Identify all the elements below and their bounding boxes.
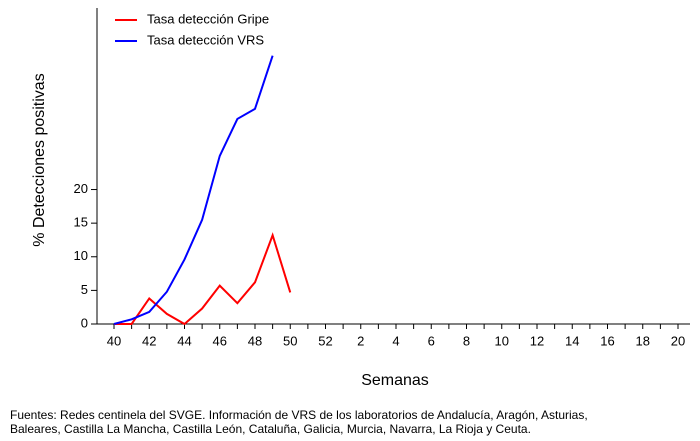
x-tick-label: 44 bbox=[177, 333, 191, 348]
source-text: Baleares, Castilla La Mancha, Castilla L… bbox=[10, 422, 531, 436]
x-tick-label: 2 bbox=[357, 333, 364, 348]
x-tick-label: 46 bbox=[213, 333, 227, 348]
x-tick-label: 14 bbox=[565, 333, 579, 348]
x-tick-label: 16 bbox=[600, 333, 614, 348]
series-line bbox=[114, 232, 292, 326]
source-text: Fuentes: Redes centinela del SVGE. Infor… bbox=[10, 408, 588, 422]
series-line bbox=[113, 55, 274, 325]
y-tick-label: 5 bbox=[81, 282, 88, 297]
y-tick-label: 0 bbox=[81, 315, 88, 330]
x-axis-label: Semanas bbox=[361, 372, 429, 389]
x-tick-label: 12 bbox=[530, 333, 544, 348]
legend-label: Tasa detección VRS bbox=[147, 32, 264, 47]
x-tick-label: 48 bbox=[248, 333, 262, 348]
legend-label: Tasa detección Gripe bbox=[147, 11, 269, 26]
x-tick-label: 4 bbox=[392, 333, 399, 348]
x-tick-label: 50 bbox=[283, 333, 297, 348]
y-tick-label: 10 bbox=[74, 248, 88, 263]
y-tick-label: 20 bbox=[74, 181, 88, 196]
x-tick-label: 42 bbox=[142, 333, 156, 348]
y-tick-label: 15 bbox=[74, 215, 88, 230]
x-tick-label: 20 bbox=[671, 333, 685, 348]
x-tick-label: 18 bbox=[636, 333, 650, 348]
x-tick-label: 10 bbox=[495, 333, 509, 348]
y-axis-label: % Detecciones positivas bbox=[31, 73, 48, 246]
x-tick-label: 8 bbox=[463, 333, 470, 348]
x-tick-label: 40 bbox=[107, 333, 121, 348]
x-tick-label: 6 bbox=[428, 333, 435, 348]
x-tick-label: 52 bbox=[318, 333, 332, 348]
